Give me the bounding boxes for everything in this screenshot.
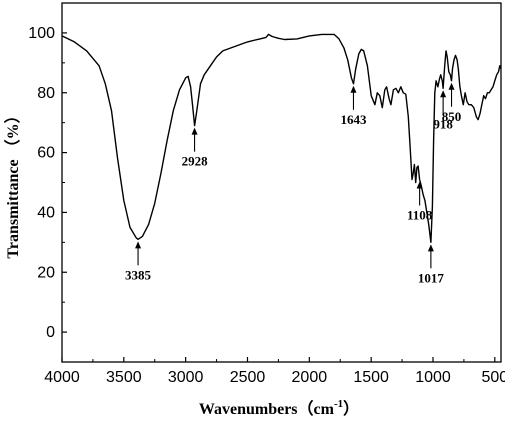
peak-label-2928: 2928 bbox=[182, 154, 209, 169]
y-tick-label-100: 100 bbox=[28, 25, 55, 42]
y-axis-title: Transmittance （%） bbox=[4, 107, 22, 258]
axis-tick-labels: 4000 3500 3000 2500 2000 1500 1000 500 0 20 40 60 80… bbox=[28, 25, 505, 386]
x-tick-label-2000: 2000 bbox=[292, 369, 328, 386]
peak-label-1643: 1643 bbox=[340, 112, 367, 127]
peak-arrow-head-1108 bbox=[416, 181, 423, 189]
plot-frame bbox=[61, 2, 502, 363]
y-tick-label-0: 0 bbox=[46, 324, 55, 341]
x-tick-label-4000: 4000 bbox=[44, 369, 80, 386]
spectrum-line bbox=[61, 33, 502, 243]
y-tick-label-40: 40 bbox=[37, 204, 55, 221]
peak-label-850: 850 bbox=[442, 109, 462, 124]
peak-arrow-head-3385 bbox=[135, 241, 142, 249]
peak-label-3385: 3385 bbox=[125, 267, 152, 282]
x-axis-title: Wavenumbers（cm-1） bbox=[199, 398, 359, 418]
peak-arrow-head-1643 bbox=[350, 85, 357, 93]
x-tick-label-3500: 3500 bbox=[106, 369, 142, 386]
peak-annotation-918: 918 bbox=[433, 90, 453, 131]
peak-annotation-850: 850 bbox=[442, 82, 462, 124]
peak-annotation-1017: 1017 bbox=[418, 244, 445, 285]
peak-arrow-head-850 bbox=[448, 82, 455, 90]
x-tick-label-500: 500 bbox=[481, 369, 505, 386]
y-tick-label-60: 60 bbox=[37, 145, 55, 162]
peak-annotation-3385: 3385 bbox=[125, 241, 152, 282]
x-axis-title-superscript: -1 bbox=[334, 398, 343, 410]
x-tick-label-3000: 3000 bbox=[168, 369, 204, 386]
peak-label-918: 918 bbox=[433, 116, 453, 131]
x-tick-label-1000: 1000 bbox=[415, 369, 451, 386]
peak-annotation-1108: 1108 bbox=[407, 181, 433, 223]
peak-label-1108: 1108 bbox=[407, 208, 433, 223]
peak-annotation-1643: 1643 bbox=[340, 85, 367, 127]
peak-arrow-head-2928 bbox=[191, 127, 198, 135]
x-tick-label-2500: 2500 bbox=[230, 369, 266, 386]
axis-ticks bbox=[61, 32, 496, 362]
y-tick-label-80: 80 bbox=[37, 85, 55, 102]
peak-annotation-2928: 2928 bbox=[182, 127, 209, 169]
peak-arrow-head-1017 bbox=[427, 244, 434, 252]
peak-arrow-head-918 bbox=[440, 90, 447, 98]
y-tick-label-20: 20 bbox=[37, 264, 55, 281]
peak-label-1017: 1017 bbox=[418, 270, 445, 285]
x-tick-label-1500: 1500 bbox=[353, 369, 389, 386]
